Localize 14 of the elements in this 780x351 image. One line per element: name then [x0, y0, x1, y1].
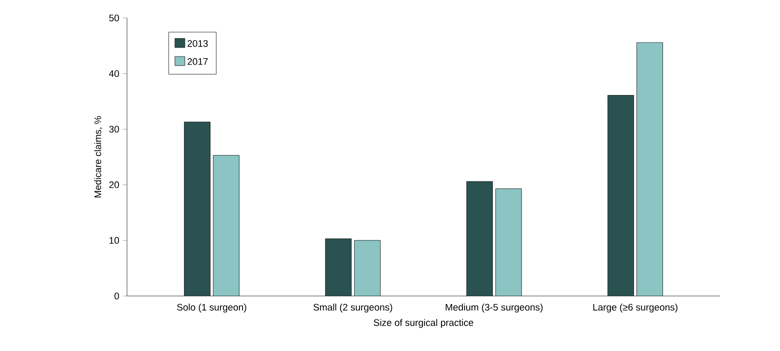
legend-label: 2013: [188, 40, 208, 47]
y-tick-label: 50: [109, 14, 119, 22]
x-tick-label: Large (≥6 surgeons): [593, 304, 678, 312]
legend-label: 2017: [188, 58, 208, 65]
y-tick-label: 30: [109, 126, 119, 133]
y-tick-label: 20: [109, 181, 119, 188]
y-tick-label: 10: [110, 237, 119, 244]
x-axis-title: Size of surgical practice: [374, 319, 474, 328]
x-tick-label: Small (2 surgeons): [313, 304, 392, 312]
y-tick-label: 0: [114, 292, 119, 300]
y-tick-label: 40: [109, 70, 119, 77]
y-axis-title: Medicare claims, %: [94, 116, 102, 198]
x-tick-label: Medium (3-5 surgeons): [446, 304, 543, 312]
x-tick-label: Solo (1 surgeon): [177, 304, 246, 312]
